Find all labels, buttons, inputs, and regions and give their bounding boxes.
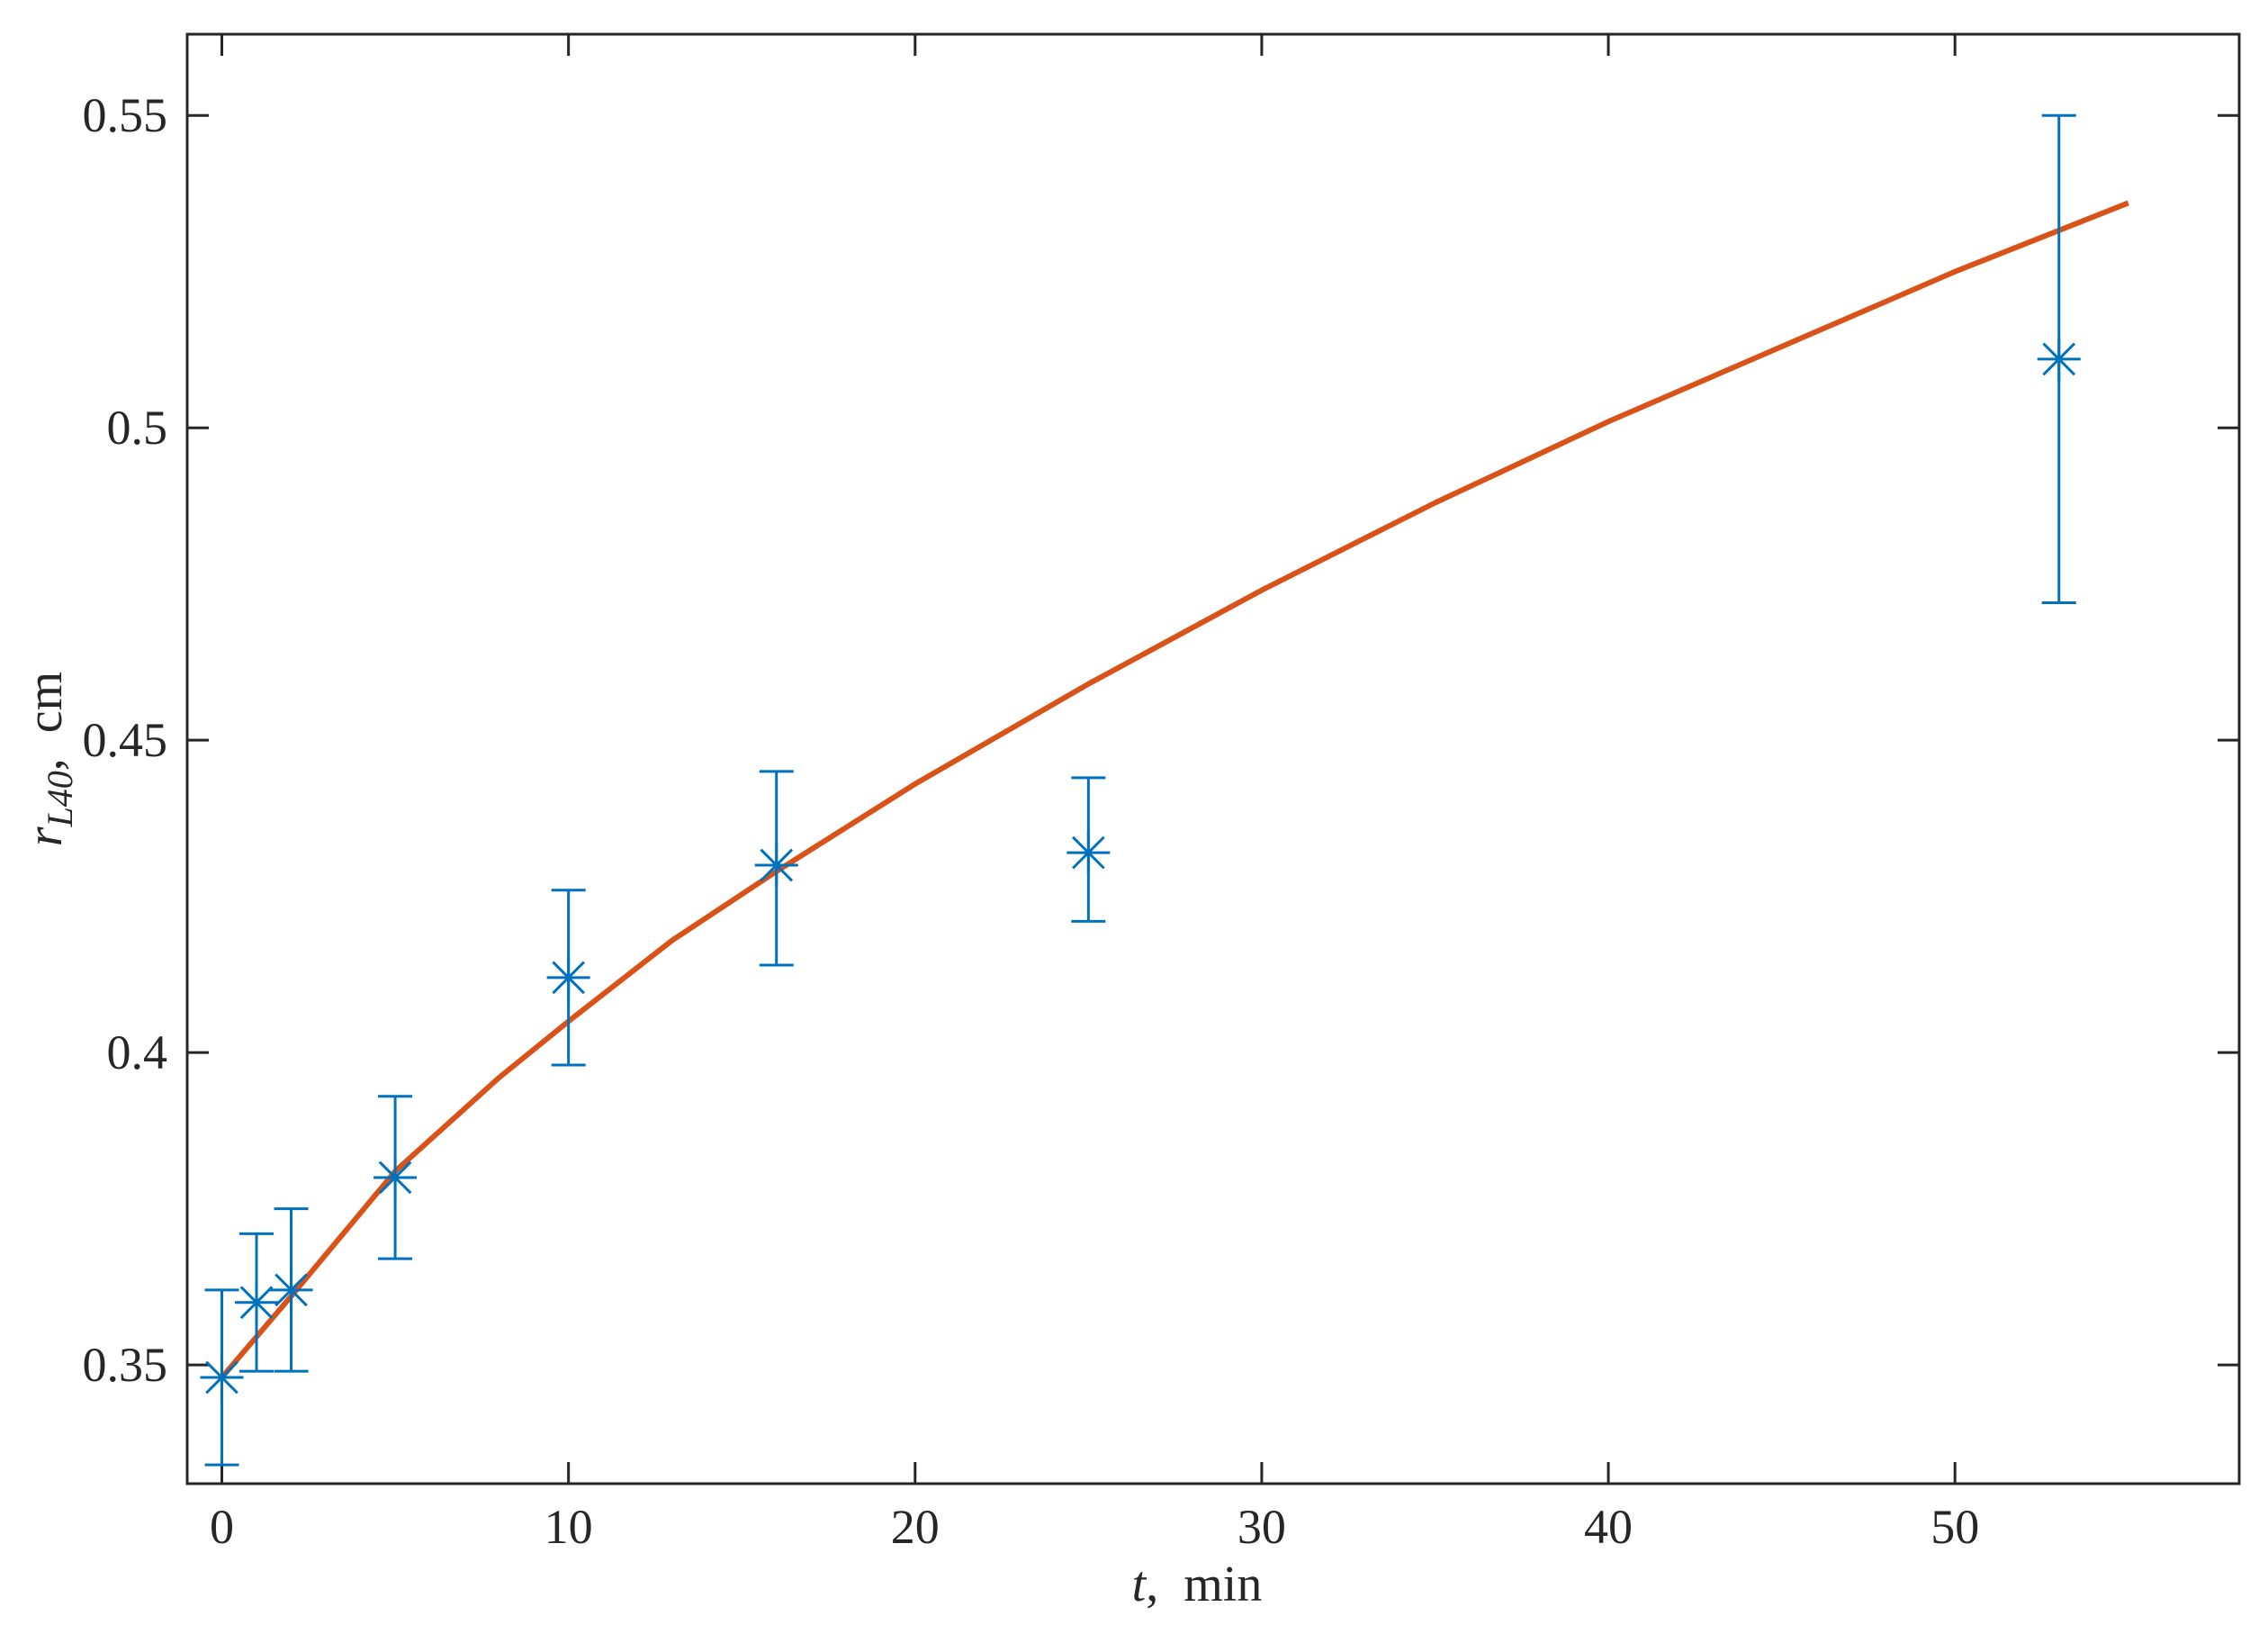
data-point bbox=[269, 1207, 313, 1373]
data-point bbox=[374, 1095, 418, 1260]
asterisk-marker bbox=[200, 1356, 244, 1400]
y-ticks: 0.35 0.4 0.45 0.5 0.55 bbox=[83, 88, 2239, 1392]
asterisk-marker bbox=[1066, 831, 1111, 875]
x-tick-label: 30 bbox=[1238, 1500, 1286, 1554]
y-axis-sub: L40 bbox=[40, 771, 80, 827]
series-layer bbox=[200, 113, 2129, 1467]
fit-curve bbox=[220, 200, 2129, 1379]
y-axis-unit: cm bbox=[17, 672, 73, 733]
x-tick-label: 10 bbox=[544, 1500, 593, 1554]
y-axis-var: r bbox=[17, 826, 73, 846]
y-tick-label: 0.45 bbox=[83, 713, 168, 767]
x-tick-label: 0 bbox=[210, 1500, 234, 1554]
x-axis-label: t, min bbox=[1132, 1557, 1263, 1612]
asterisk-marker bbox=[269, 1268, 313, 1312]
plot-area bbox=[185, 32, 2241, 1485]
x-tick-label: 40 bbox=[1584, 1500, 1633, 1554]
data-point bbox=[546, 889, 590, 1067]
x-axis-var: t bbox=[1132, 1557, 1148, 1612]
asterisk-marker bbox=[2037, 337, 2081, 381]
y-tick-label: 0.4 bbox=[107, 1025, 168, 1079]
asterisk-marker bbox=[374, 1155, 418, 1199]
x-tick-label: 20 bbox=[891, 1500, 940, 1554]
y-axis-label: rL40, cm bbox=[17, 672, 80, 846]
x-axis-unit: min bbox=[1184, 1557, 1262, 1612]
x-tick-label: 50 bbox=[1930, 1500, 1979, 1554]
x-ticks: 0 10 20 30 40 50 bbox=[210, 34, 1979, 1554]
y-tick-label: 0.55 bbox=[83, 88, 168, 142]
data-point bbox=[754, 770, 798, 967]
y-tick-label: 0.35 bbox=[83, 1338, 168, 1392]
data-point bbox=[1066, 776, 1111, 923]
data-point bbox=[235, 1232, 279, 1373]
y-tick-label: 0.5 bbox=[107, 401, 168, 455]
data-point bbox=[2037, 113, 2081, 605]
asterisk-marker bbox=[235, 1280, 279, 1324]
asterisk-marker bbox=[546, 955, 590, 999]
data-point bbox=[200, 1288, 244, 1467]
asterisk-marker bbox=[754, 843, 798, 887]
